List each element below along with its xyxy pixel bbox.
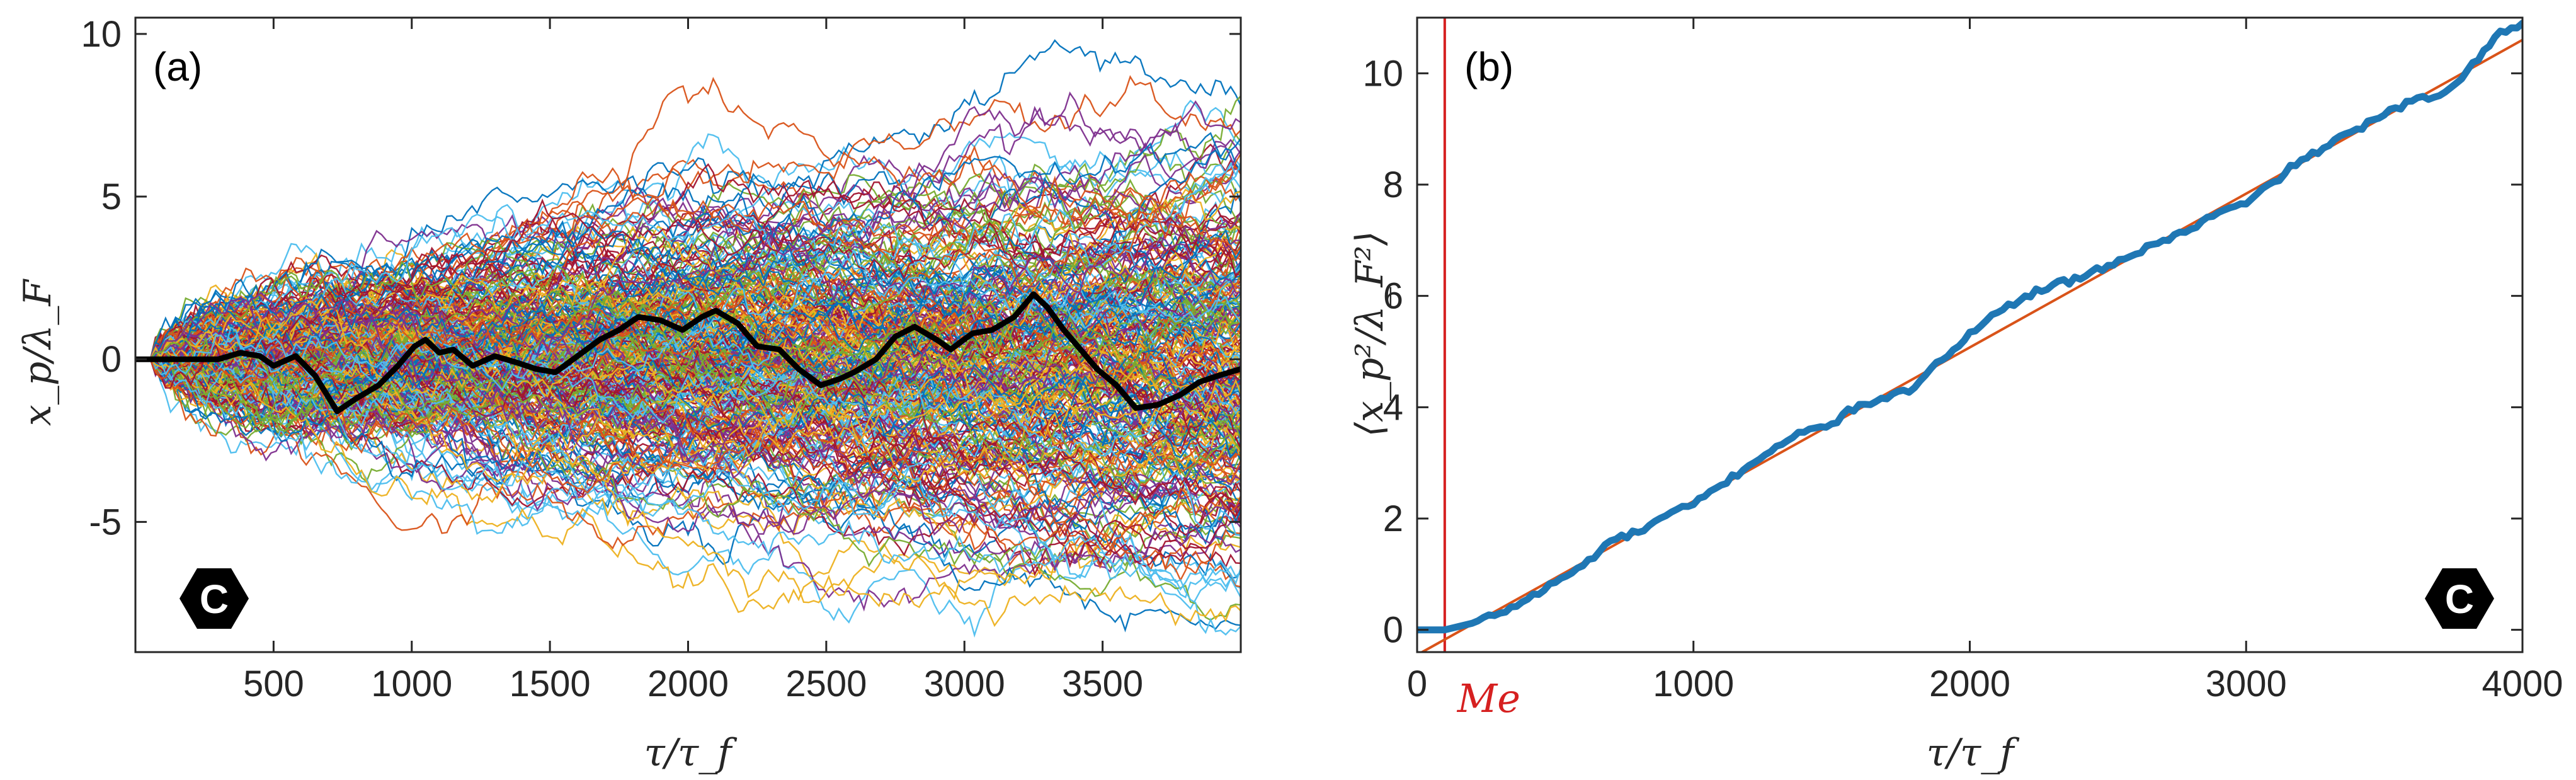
trajectory-line xyxy=(135,347,1241,571)
panel-b: 0 1000 2000 3000 4000 0 2 4 6 8 10 Me (b) τ/τ_f ⟨… xyxy=(1348,16,2563,775)
trajectory-line xyxy=(135,226,1241,374)
x-axis-b: 0 1000 2000 3000 4000 xyxy=(1407,18,2563,704)
y-tick-label: 6 xyxy=(1383,276,1403,317)
trajectory-line xyxy=(135,321,1241,462)
trajectory-line xyxy=(135,345,1241,636)
y-tick-label: 4 xyxy=(1383,387,1403,428)
x-tick-label: 2000 xyxy=(647,663,729,704)
y-axis-a: -5 0 5 10 xyxy=(81,14,1241,542)
x-tick-label: 3000 xyxy=(924,663,1005,704)
y-tick-label: 8 xyxy=(1383,164,1403,205)
trajectory-line xyxy=(135,289,1241,402)
x-tick-label: 1000 xyxy=(371,663,452,704)
x-axis-label-a: τ/τ_f xyxy=(644,731,738,775)
trajectory-line xyxy=(135,345,1241,490)
panel-a: 500 1000 1500 2000 2500 3000 3500 -5 0 5 10 (a) τ… xyxy=(16,14,1242,775)
trajectory-line xyxy=(135,327,1241,550)
y-tick-label: 10 xyxy=(81,14,122,55)
mean-trajectory-line xyxy=(135,291,1241,415)
x-tick-label: 1500 xyxy=(510,663,591,704)
panel-label-b: (b) xyxy=(1464,44,1513,89)
trajectory-line xyxy=(135,248,1241,545)
trajectory-line xyxy=(135,166,1241,360)
y-axis-b: 0 2 4 6 8 10 xyxy=(1362,53,2522,651)
y-tick-label: 0 xyxy=(101,339,122,380)
trajectory-line xyxy=(135,358,1241,483)
x-axis-a: 500 1000 1500 2000 2500 3000 3500 xyxy=(243,18,1143,704)
trajectory-line xyxy=(135,39,1241,360)
y-axis-label-b: ⟨x_p²/λ_F²⟩ xyxy=(1348,231,1392,437)
trajectory-line xyxy=(135,299,1241,384)
y-axis-label-a: x_p/λ_F xyxy=(16,278,60,426)
trajectory-line xyxy=(135,356,1241,628)
badge-letter-b: C xyxy=(2445,576,2474,622)
trajectory-line xyxy=(135,301,1241,435)
x-tick-label: 4000 xyxy=(2482,663,2563,704)
trajectory-line xyxy=(135,299,1241,466)
trajectory-line xyxy=(135,326,1241,457)
trajectory-line xyxy=(135,300,1241,434)
y-tick-label: 10 xyxy=(1362,53,1403,94)
x-axis-label-b: τ/τ_f xyxy=(1927,731,2020,775)
trajectory-line xyxy=(135,224,1241,426)
trajectory-line xyxy=(135,253,1241,550)
msd-line xyxy=(1417,20,2522,634)
x-tick-label: 2500 xyxy=(785,663,867,704)
trajectory-line xyxy=(135,231,1241,399)
trajectory-line xyxy=(135,358,1241,536)
badge-letter-a: C xyxy=(200,576,229,622)
series-b xyxy=(1417,18,2522,652)
y-tick-label: 0 xyxy=(1383,610,1403,651)
x-tick-label: 2000 xyxy=(1929,663,2010,704)
trajectories-a xyxy=(135,39,1241,638)
x-tick-label: 0 xyxy=(1407,663,1427,704)
x-tick-label: 500 xyxy=(243,663,304,704)
panel-label-a: (a) xyxy=(153,44,202,89)
mean-trajectory-a xyxy=(135,291,1241,415)
x-tick-label: 3500 xyxy=(1062,663,1143,704)
me-marker-label: Me xyxy=(1457,675,1520,721)
y-tick-label: 2 xyxy=(1383,498,1403,539)
trajectory-line xyxy=(135,295,1241,412)
y-tick-label: -5 xyxy=(89,502,122,542)
trajectory-line xyxy=(135,348,1241,506)
trajectory-line xyxy=(135,176,1241,371)
trajectory-line xyxy=(135,355,1241,575)
c-hexagon-icon: C xyxy=(180,568,249,629)
c-hexagon-icon: C xyxy=(2425,568,2494,629)
trajectory-line xyxy=(135,358,1241,557)
x-tick-label: 1000 xyxy=(1653,663,1734,704)
y-tick-label: 5 xyxy=(101,176,122,217)
trajectory-line xyxy=(135,248,1241,392)
x-tick-label: 3000 xyxy=(2206,663,2287,704)
